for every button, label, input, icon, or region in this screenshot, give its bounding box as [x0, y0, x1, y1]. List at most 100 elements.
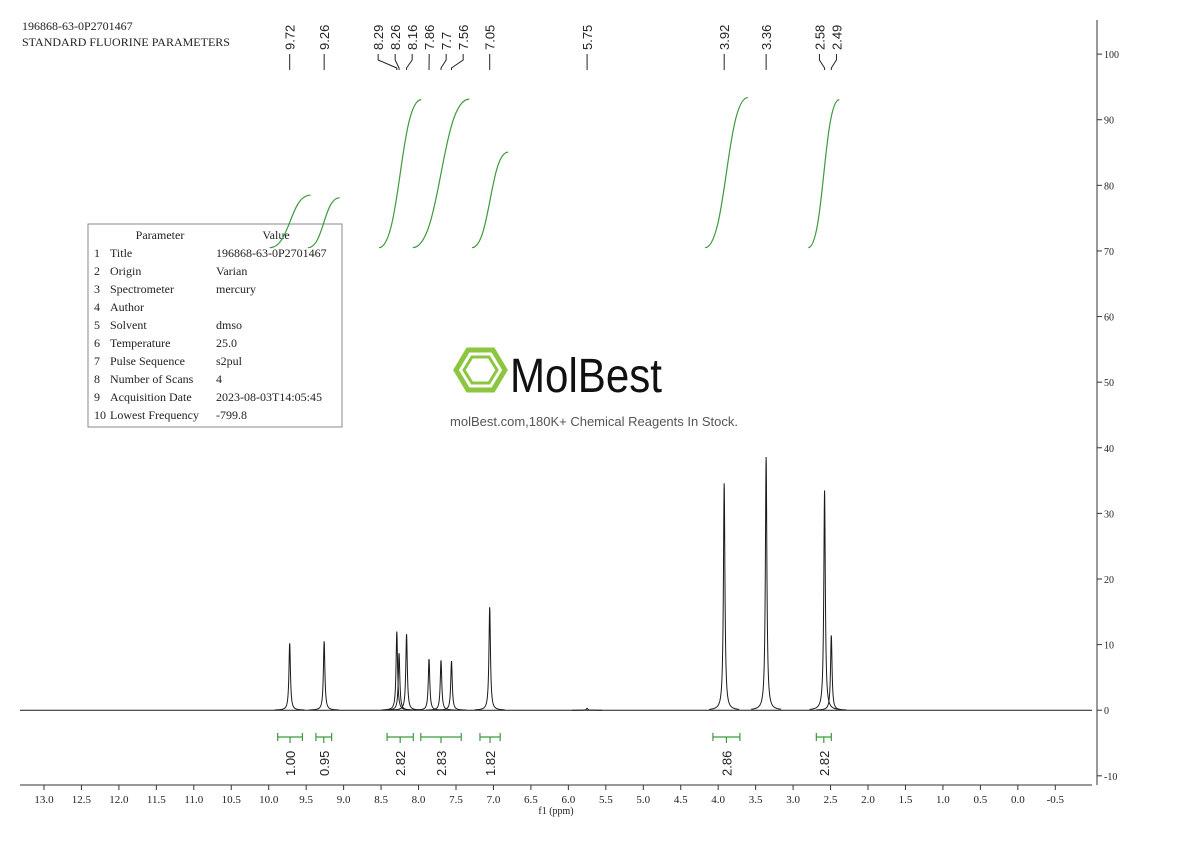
peak-label-connector: [394, 54, 400, 70]
x-tick-label: 2.5: [824, 794, 838, 806]
peak-label: 7.7: [439, 32, 454, 50]
integral-label: 0.95: [317, 751, 332, 776]
peak-label-connector: [406, 54, 413, 70]
peak: [309, 641, 339, 711]
peak: [425, 660, 457, 711]
y-tick-label: -10: [1104, 772, 1117, 783]
table-cell: Varian: [216, 264, 247, 278]
y-tick-label: 70: [1104, 247, 1114, 258]
x-tick-label: 11.0: [184, 794, 203, 806]
peak-label: 3.36: [759, 25, 774, 50]
table-cell: 3: [94, 282, 100, 296]
x-tick-label: 7.0: [487, 794, 501, 806]
table-cell: 25.0: [216, 336, 237, 350]
y-tick-label: 40: [1104, 444, 1114, 455]
peak: [751, 456, 782, 710]
table-cell: 10: [94, 408, 106, 422]
integral-label: 2.82: [393, 751, 408, 776]
peak-label: 8.16: [405, 25, 420, 50]
table-cell: 2023-08-03T14:05:45: [216, 390, 322, 404]
table-cell: Solvent: [110, 318, 147, 332]
integral-label: 2.86: [719, 751, 734, 776]
integral-curve: [269, 194, 311, 249]
peak: [572, 707, 603, 711]
table-cell: 196868-63-0P2701467: [216, 246, 327, 260]
peak-label: 8.26: [388, 25, 403, 50]
x-tick-label: 6.5: [524, 794, 538, 806]
table-cell: Author: [110, 300, 144, 314]
table-cell: 2: [94, 264, 100, 278]
y-tick-label: 80: [1104, 181, 1114, 192]
logo-ring: [462, 355, 499, 385]
y-tick-label: 90: [1104, 116, 1114, 127]
x-tick-label: 13.0: [34, 794, 54, 806]
logo-hexagon: [453, 347, 508, 393]
integral-bracket: [420, 733, 462, 743]
peak: [384, 653, 414, 711]
peak: [809, 490, 840, 710]
table-cell: 8: [94, 372, 100, 386]
peak-label: 7.56: [456, 25, 471, 50]
integral-bracket: [386, 733, 414, 743]
peak: [414, 658, 445, 711]
table-cell: Pulse Sequence: [110, 354, 185, 368]
x-tick-label: 0.5: [974, 794, 988, 806]
x-tick-label: -0.5: [1047, 794, 1065, 806]
x-tick-label: 11.5: [147, 794, 166, 806]
x-tick-label: 10.0: [259, 794, 279, 806]
watermark-tagline: molBest.com,180K+ Chemical Reagents In S…: [450, 414, 738, 429]
integral-bracket: [315, 733, 333, 743]
integral-bracket: [815, 733, 832, 743]
x-tick-label: 7.5: [449, 794, 463, 806]
table-cell: Temperature: [110, 336, 170, 350]
table-cell: 7: [94, 354, 100, 368]
x-tick-label: 1.5: [899, 794, 913, 806]
peak: [474, 607, 505, 711]
table-cell: Spectrometer: [110, 282, 174, 296]
peak-label-connector: [440, 54, 447, 70]
table-cell: Number of Scans: [110, 372, 194, 386]
y-tick-label: 20: [1104, 575, 1114, 586]
x-axis-label: f1 (ppm): [538, 806, 573, 817]
table-cell: 4: [216, 372, 222, 386]
y-tick-label: 100: [1104, 50, 1119, 61]
x-tick-label: 4.5: [674, 794, 688, 806]
peak-label-connector: [377, 54, 398, 70]
integral-bracket: [277, 733, 304, 743]
peak: [709, 483, 740, 710]
x-tick-label: 9.0: [337, 794, 351, 806]
table-cell: 5: [94, 318, 100, 332]
peak-label: 7.86: [422, 25, 437, 50]
x-tick-label: 0.0: [1011, 794, 1025, 806]
x-tick-label: 6.0: [561, 794, 575, 806]
table-cell: Acquisition Date: [110, 390, 192, 404]
table-cell: 9: [94, 390, 100, 404]
integral-label: 2.83: [434, 751, 449, 776]
table-cell: -799.8: [216, 408, 247, 422]
y-tick-label: 60: [1104, 313, 1114, 324]
peak-label: 9.72: [283, 25, 298, 50]
table-cell: Title: [110, 246, 132, 260]
peak-label: 5.75: [580, 25, 595, 50]
x-tick-label: 1.0: [936, 794, 950, 806]
x-tick-label: 10.5: [222, 794, 242, 806]
y-tick-label: 10: [1104, 641, 1114, 652]
x-tick-label: 12.0: [109, 794, 129, 806]
peak-label-connector: [450, 54, 464, 70]
peak-label: 7.05: [483, 25, 498, 50]
watermark: MolBest molBest.com,180K+ Chemical Reage…: [450, 347, 738, 429]
x-tick-label: 8.5: [374, 794, 388, 806]
integral-curve: [471, 151, 509, 249]
table-cell: dmso: [216, 318, 242, 332]
integral-curve: [412, 98, 470, 249]
peak-label: 2.49: [829, 25, 844, 50]
table-cell: Origin: [110, 264, 141, 278]
x-tick-label: 8.0: [412, 794, 426, 806]
y-tick-label: 30: [1104, 509, 1114, 520]
integral-bracket: [712, 733, 741, 743]
peak-label: 8.29: [371, 25, 386, 50]
table-cell: 4: [94, 300, 100, 314]
table-cell: Lowest Frequency: [110, 408, 199, 422]
peak-label: 3.92: [717, 25, 732, 50]
parameter-table: [87, 223, 343, 428]
